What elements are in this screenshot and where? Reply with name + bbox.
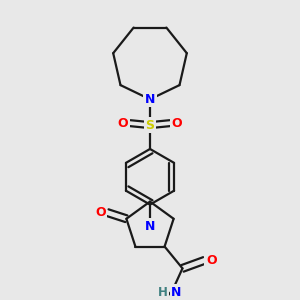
Text: O: O xyxy=(206,254,217,267)
Text: N: N xyxy=(145,93,155,106)
Text: O: O xyxy=(95,206,106,219)
Text: O: O xyxy=(118,117,128,130)
Text: N: N xyxy=(145,220,155,233)
Text: S: S xyxy=(146,118,154,132)
Text: H: H xyxy=(158,286,167,299)
Text: N: N xyxy=(171,286,182,299)
Text: O: O xyxy=(172,117,182,130)
